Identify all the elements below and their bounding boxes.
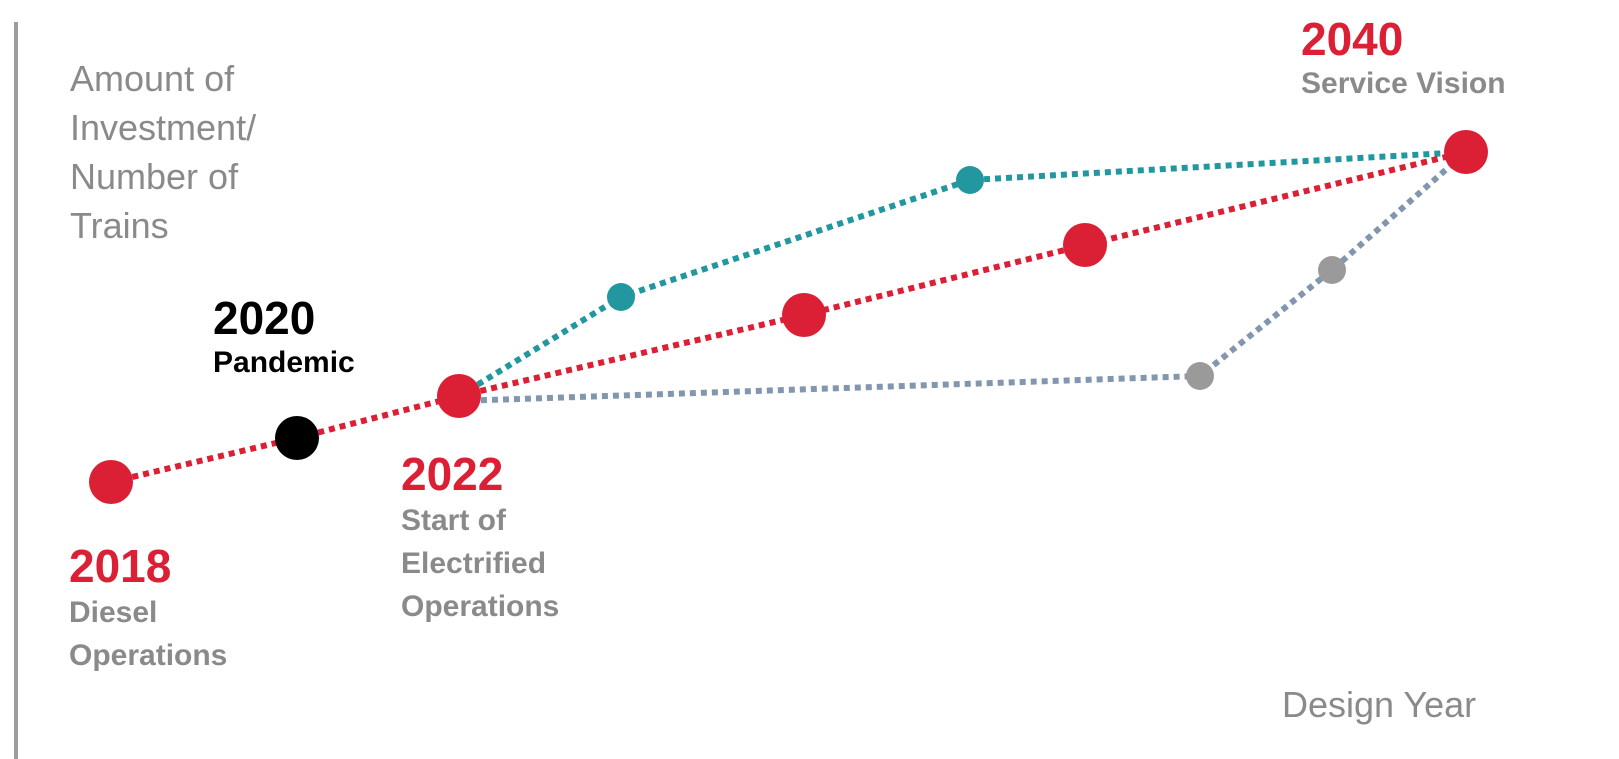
point-2020 bbox=[275, 416, 319, 460]
path-high-scenario bbox=[457, 149, 1467, 399]
point-mid-1 bbox=[782, 293, 826, 337]
point-mid-2 bbox=[1063, 223, 1107, 267]
point-2018 bbox=[89, 460, 133, 504]
milestone-description: Start of Electrified Operations bbox=[401, 504, 560, 623]
x-axis-label: Design Year bbox=[1282, 684, 1477, 725]
path-mid-scenario bbox=[458, 149, 1467, 399]
milestone-year: 2020 bbox=[213, 292, 316, 344]
y-axis-label: Amount of Investment/ Number of Trains bbox=[70, 58, 257, 246]
milestone-description: Service Vision bbox=[1301, 67, 1506, 100]
point-high-1 bbox=[607, 283, 635, 311]
milestone-year: 2022 bbox=[401, 448, 504, 500]
connector-lines bbox=[110, 149, 1468, 485]
point-2022 bbox=[437, 374, 481, 418]
milestone-2022: 2022 Start of Electrified Operations bbox=[401, 449, 601, 628]
milestone-description: Pandemic bbox=[213, 346, 355, 379]
path-low-scenario bbox=[458, 149, 1468, 404]
point-high-2 bbox=[956, 166, 984, 194]
milestone-2018: 2018 Diesel Operations bbox=[69, 541, 269, 677]
path-2020-2022 bbox=[296, 393, 460, 441]
milestone-2020: 2020 Pandemic bbox=[213, 293, 355, 383]
milestone-description: Diesel Operations bbox=[69, 596, 228, 672]
point-low-2 bbox=[1318, 256, 1346, 284]
point-low-1 bbox=[1186, 362, 1214, 390]
point-2040 bbox=[1444, 130, 1488, 174]
vertical-axis-line bbox=[14, 22, 18, 759]
milestone-2040: 2040 Service Vision bbox=[1301, 14, 1506, 104]
path-2018-2020 bbox=[110, 435, 298, 485]
milestone-year: 2040 bbox=[1301, 13, 1404, 65]
milestone-year: 2018 bbox=[69, 540, 172, 592]
points bbox=[89, 130, 1488, 504]
